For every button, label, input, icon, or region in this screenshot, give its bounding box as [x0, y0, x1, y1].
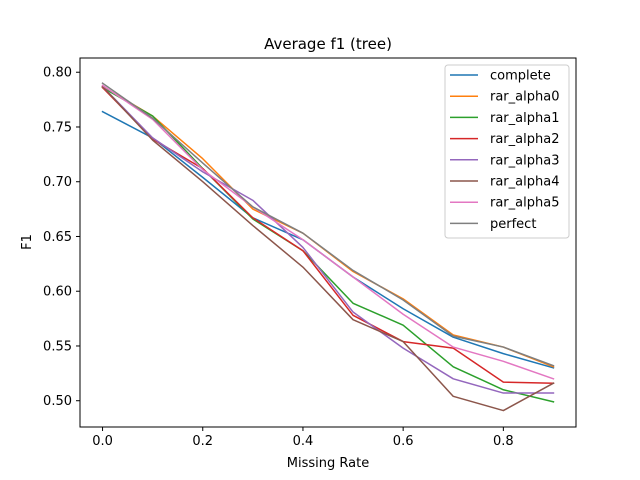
axes-frame: [79, 57, 577, 428]
x-tick-label: 0.0: [92, 434, 113, 449]
legend-label-complete: complete: [490, 69, 551, 84]
legend-label-rar_alpha1: rar_alpha1: [490, 111, 559, 126]
y-tick-label: 0.55: [43, 339, 72, 354]
legend-label-perfect: perfect: [490, 217, 536, 232]
x-tick-label: 0.6: [393, 434, 414, 449]
series-line-rar_alpha3: [101, 85, 555, 394]
legend: complete rar_alpha0 rar_alpha1 rar_alpha2ra…: [444, 64, 570, 239]
x-tick-label: 0.8: [493, 434, 514, 449]
y-tick-label: 0.70: [43, 175, 72, 190]
x-tick-label: 0.4: [293, 434, 314, 449]
series-line-rar_alpha1: [101, 86, 555, 403]
chart-title: Average f1 (tree): [264, 35, 392, 53]
y-axis: 0.50 0.55 0.60 0.65 0.70 0.75 0.80: [43, 66, 80, 409]
x-axis: 0.0 0.2 0.4 0.6 0.8: [92, 427, 514, 449]
legend-label-rar_alpha5: rar_alpha5: [490, 196, 559, 211]
x-tick-label: 0.2: [192, 434, 213, 449]
legend-label-rar_alpha3: rar_alpha3: [490, 153, 559, 168]
series-line-perfect: [101, 82, 555, 367]
legend-box: [444, 64, 570, 239]
series-line-rar_alpha2: [101, 86, 555, 384]
legend-label-rar_alpha0: rar_alpha0: [490, 90, 559, 105]
y-tick-label: 0.65: [43, 230, 72, 245]
series-line-rar_alpha5: [101, 84, 555, 380]
y-tick-label: 0.75: [43, 120, 72, 135]
series-line-rar_alpha4: [101, 85, 555, 412]
y-tick-label: 0.80: [43, 66, 72, 81]
legend-label-rar_alpha2: rar_alpha2: [490, 132, 559, 147]
x-axis-title: Missing Rate: [287, 456, 369, 471]
y-tick-label: 0.60: [43, 285, 72, 300]
y-tick-label: 0.50: [43, 394, 72, 409]
plot-lines: [101, 82, 555, 412]
legend-label-rar_alpha4: rar_alpha4: [490, 175, 559, 190]
y-axis-title: F1: [20, 234, 35, 250]
